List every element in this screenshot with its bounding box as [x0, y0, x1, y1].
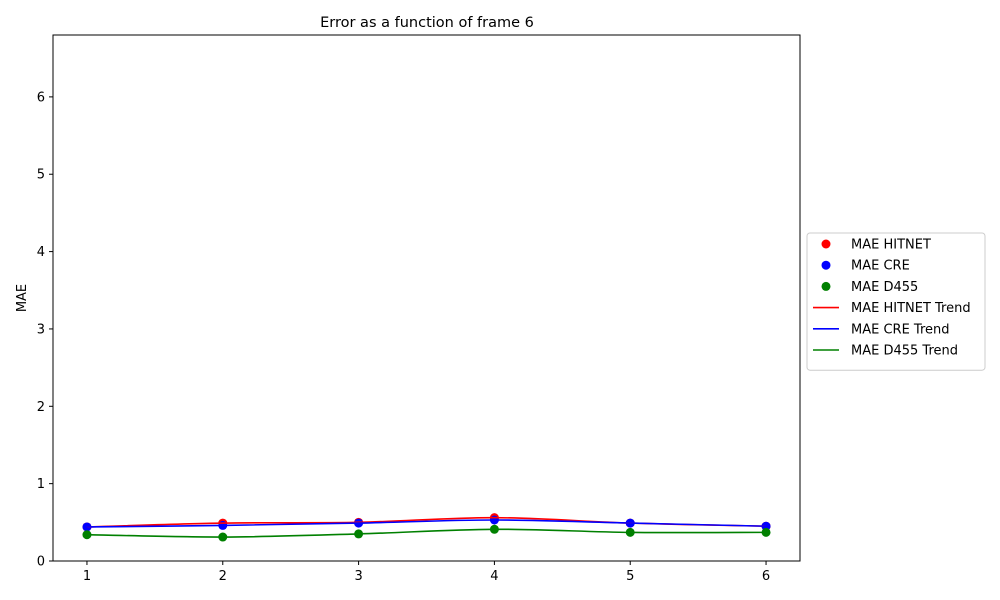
- legend-marker: [821, 260, 831, 270]
- y-axis-label: MAE: [15, 284, 30, 312]
- y-tick-label: 0: [37, 555, 45, 570]
- legend-box: [806, 232, 986, 371]
- x-tick-label: 4: [490, 569, 498, 584]
- y-tick-label: 6: [37, 90, 45, 105]
- y-tick-label: 3: [37, 322, 45, 337]
- legend-marker: [821, 281, 831, 291]
- y-tick-label: 4: [37, 245, 45, 260]
- legend: MAE HITNET MAE CRE MAE D455 MAE HITNET Tren…: [806, 232, 986, 371]
- y-tick-label: 1: [37, 477, 45, 492]
- legend-label: MAE CRE: [851, 259, 910, 274]
- plot-area: 1 2 3 4 5 6 0 1 2 3 4 5 6: [37, 34, 801, 584]
- trend-line: [86, 519, 767, 528]
- legend-marker: [821, 239, 831, 249]
- chart-title: Error as a function of frame 6: [320, 15, 534, 31]
- y-tick-label: 2: [37, 400, 45, 415]
- plot-frame: [52, 34, 801, 562]
- legend-label: MAE CRE Trend: [851, 322, 950, 337]
- x-tick-label: 6: [762, 569, 770, 584]
- legend-label: MAE D455 Trend: [851, 344, 958, 359]
- x-tick-label: 5: [626, 569, 634, 584]
- trend-line: [86, 528, 767, 538]
- legend-label: MAE HITNET Trend: [851, 301, 971, 316]
- legend-label: MAE HITNET: [851, 238, 931, 253]
- y-tick-label: 5: [37, 168, 45, 183]
- legend-label: MAE D455: [851, 280, 918, 295]
- x-tick-label: 3: [354, 569, 362, 584]
- x-tick-label: 2: [219, 569, 227, 584]
- x-tick-label: 1: [83, 569, 91, 584]
